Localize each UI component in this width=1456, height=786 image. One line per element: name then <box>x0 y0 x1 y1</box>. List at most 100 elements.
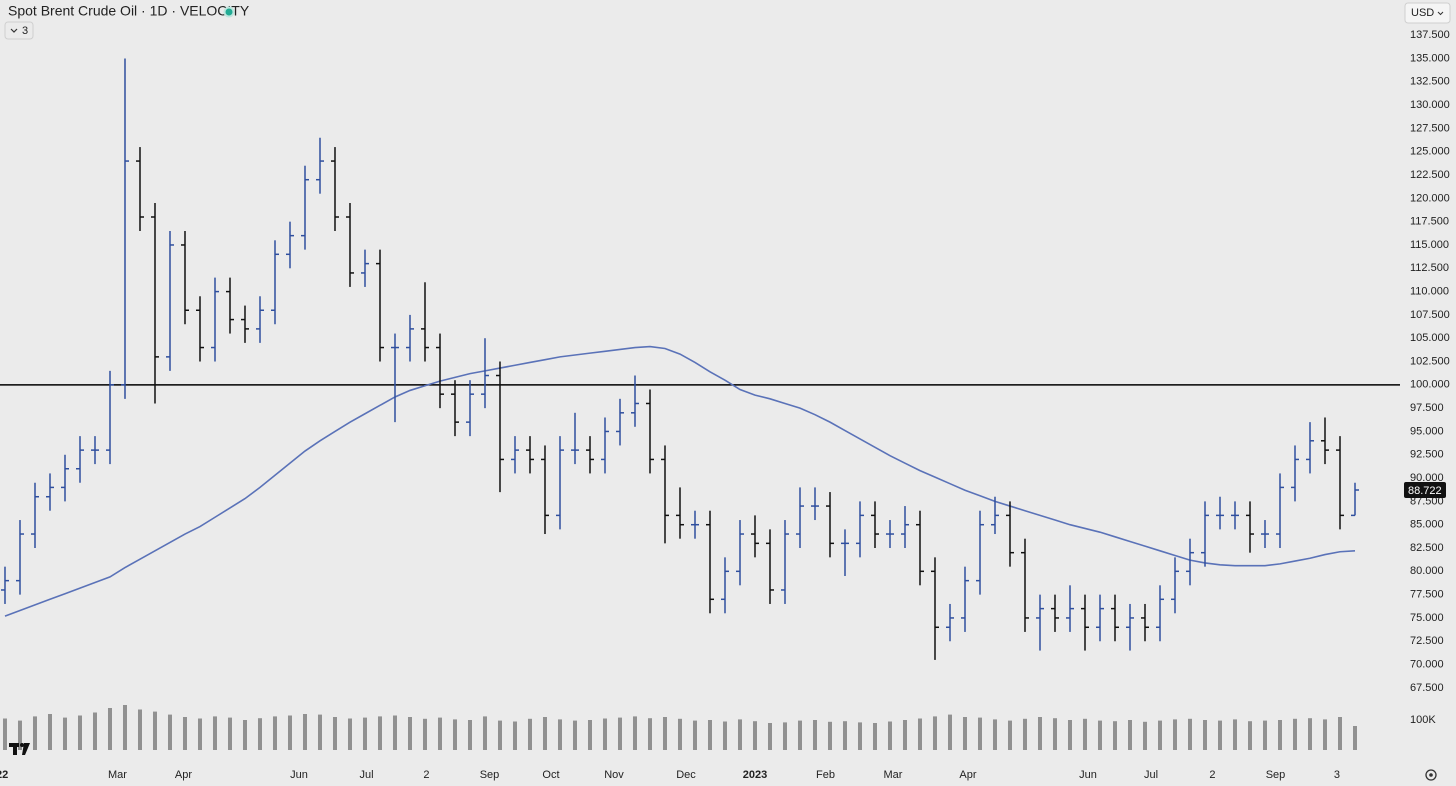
ohlc-bar <box>345 203 354 287</box>
volume-bar <box>107 708 112 750</box>
x-tick-label: Sep <box>1266 769 1286 781</box>
volume-bar <box>1232 719 1237 750</box>
y-tick-label: 125.000 <box>1410 146 1450 158</box>
ohlc-bar <box>1260 520 1269 549</box>
y-tick-label: 112.500 <box>1410 262 1449 274</box>
ohlc-bar <box>1005 501 1014 567</box>
x-tick-label: Mar <box>108 769 127 781</box>
ohlc-bar <box>15 520 24 595</box>
volume-bar <box>2 718 7 750</box>
ohlc-bar <box>1200 501 1209 567</box>
volume-bar <box>1187 718 1192 750</box>
ohlc-bar <box>150 203 159 404</box>
volume-bar <box>767 723 772 750</box>
ohlc-bar <box>1245 501 1254 553</box>
y-tick-label: 122.500 <box>1410 169 1450 181</box>
ohlc-bar <box>945 603 954 642</box>
volume-bar <box>212 716 217 750</box>
plot-area <box>0 58 1400 750</box>
volume-bar <box>332 717 337 750</box>
volume-bar <box>812 720 817 750</box>
ohlc-bar <box>135 147 144 231</box>
volume-bar <box>77 715 82 750</box>
currency-label: USD <box>1411 7 1434 19</box>
ohlc-bar <box>390 333 399 423</box>
ohlc-bar <box>465 380 474 437</box>
ohlc-bar <box>1305 422 1314 474</box>
ohlc-bar <box>720 557 729 614</box>
volume-bar <box>707 720 712 750</box>
volume-bar <box>992 719 997 750</box>
chart-title: Spot Brent Crude Oil · 1D · VELOCITY <box>8 3 250 19</box>
ohlc-bar <box>1095 594 1104 642</box>
y-tick-label: 107.500 <box>1410 309 1450 321</box>
ohlc-bar <box>60 454 69 502</box>
currency-button[interactable] <box>1404 2 1451 24</box>
indicator-count: 3 <box>22 25 28 37</box>
y-tick-label: 90.000 <box>1410 472 1444 484</box>
x-tick-label: 2 <box>1209 769 1215 781</box>
volume-bar <box>947 714 952 750</box>
volume-bar <box>1127 720 1132 750</box>
volume-bar <box>392 715 397 750</box>
ohlc-bar <box>315 137 324 194</box>
ohlc-bar <box>180 230 189 325</box>
ohlc-bar <box>705 510 714 614</box>
volume-bar <box>467 720 472 750</box>
ohlc-bar <box>735 520 744 586</box>
volume-bar <box>662 717 667 750</box>
ohlc-bar <box>780 520 789 604</box>
volume-bar <box>272 716 277 750</box>
ohlc-bar <box>300 165 309 250</box>
ohlc-bar <box>525 436 534 474</box>
volume-bar <box>527 718 532 750</box>
ohlc-bar <box>1215 496 1224 530</box>
ohlc-bar <box>450 380 459 437</box>
volume-bar <box>587 720 592 750</box>
y-tick-label: 102.500 <box>1410 355 1450 367</box>
ohlc-bar <box>1035 594 1044 651</box>
ohlc-bar <box>435 333 444 409</box>
ohlc-bar <box>420 282 429 362</box>
volume-bar <box>1157 720 1162 750</box>
y-tick-label: 97.500 <box>1410 402 1444 414</box>
ohlc-bar <box>555 436 564 530</box>
volume-bar <box>977 717 982 750</box>
volume-bar <box>482 716 487 750</box>
ohlc-bar <box>840 529 849 576</box>
volume-bar <box>1247 721 1252 750</box>
volume-bar <box>362 717 367 750</box>
y-tick-label: 82.500 <box>1410 542 1444 554</box>
volume-bar <box>227 717 232 750</box>
volume-bar <box>152 711 157 750</box>
y-tick-label: 72.500 <box>1410 635 1444 647</box>
chevron-icon <box>10 28 18 33</box>
volume-bar <box>437 717 442 750</box>
volume-bar <box>572 720 577 750</box>
settings-icon[interactable] <box>1425 769 1437 781</box>
volume-bar <box>422 718 427 750</box>
volume-bar <box>452 719 457 750</box>
ohlc-bar <box>885 520 894 549</box>
volume-bar <box>737 719 742 750</box>
y-tick-label: 67.500 <box>1410 682 1444 694</box>
moving-average <box>4 345 1356 617</box>
volume-bar <box>1292 718 1297 750</box>
y-tick-label: 130.000 <box>1410 99 1450 111</box>
volume-bar <box>617 717 622 750</box>
volume-bar <box>17 720 22 750</box>
x-tick-label: Dec <box>676 769 696 781</box>
ohlc-bar <box>540 445 549 535</box>
volume-bar <box>872 723 877 750</box>
indicator-toggle[interactable] <box>4 21 34 40</box>
volume-bar <box>287 715 292 750</box>
volume-bar <box>542 717 547 750</box>
x-tick-label: Jul <box>359 769 373 781</box>
ohlc-bar <box>0 566 9 604</box>
volume-bar <box>827 721 832 750</box>
volume-bar <box>302 714 307 750</box>
ohlc-bar <box>360 249 369 287</box>
volume-bar <box>647 718 652 750</box>
